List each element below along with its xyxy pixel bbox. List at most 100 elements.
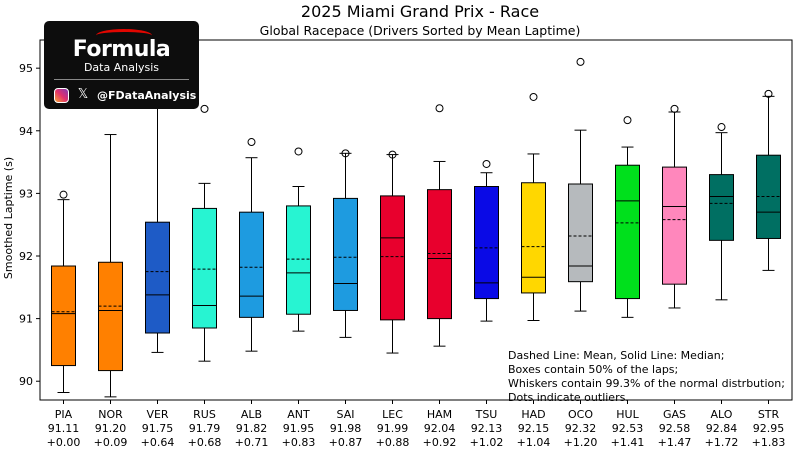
iqr-box — [380, 195, 405, 321]
logo-title: Formula — [72, 37, 171, 62]
y-tick-label: 94 — [19, 125, 33, 138]
logo-divider — [54, 79, 189, 80]
x-tick-label-gap-label: +1.47 — [658, 436, 692, 449]
x-tick-label-gap-label: +1.02 — [470, 436, 504, 449]
x-tick-label-mean-label: 91.75 — [142, 422, 174, 435]
y-axis-label: Smoothed Laptime (s) — [2, 157, 15, 279]
x-tick-label-code: HAM — [427, 408, 452, 421]
box-oco — [568, 57, 593, 312]
box-nor — [98, 134, 123, 398]
x-tick-label-mean-label: 91.79 — [189, 422, 221, 435]
box-gas — [662, 104, 687, 309]
iqr-box — [662, 166, 687, 285]
x-tick-label-mean-label: 92.13 — [471, 422, 503, 435]
outlier-dot — [341, 149, 350, 158]
y-tick-label: 92 — [19, 250, 33, 263]
iqr-box — [709, 174, 734, 241]
x-tick-label-code: LEC — [382, 408, 403, 421]
x-tick-label-mean-label: 91.11 — [48, 422, 80, 435]
box-pia — [51, 190, 76, 393]
x-tick-label-mean-label: 92.53 — [612, 422, 644, 435]
x-tick-label-mean-label: 91.82 — [236, 422, 268, 435]
x-tick-label-code: RUS — [193, 408, 216, 421]
box-ham — [427, 104, 452, 347]
x-tick-label-gap-label: +1.04 — [517, 436, 551, 449]
box-ant — [286, 147, 311, 332]
x-tick-label-mean-label: 91.98 — [330, 422, 362, 435]
iqr-box — [239, 211, 264, 318]
outlier-dot — [247, 138, 256, 147]
annotation-line: Dots indicate outliers. — [508, 391, 629, 404]
x-tick-label-code: PIA — [55, 408, 73, 421]
x-tick-label-code: ALO — [711, 408, 733, 421]
outlier-dot — [576, 57, 585, 66]
x-tick-label-gap-label: +0.64 — [141, 436, 175, 449]
outlier-dot — [388, 150, 397, 159]
x-tick-label-code: NOR — [98, 408, 123, 421]
x-tick-label-gap-label: +1.41 — [611, 436, 645, 449]
outlier-dot — [435, 104, 444, 113]
x-tick-label-code: VER — [146, 408, 168, 421]
iqr-box — [333, 197, 358, 311]
x-tick-label-code: HAD — [521, 408, 545, 421]
outlier-dot — [764, 89, 773, 98]
x-tick-label-gap-label: +1.83 — [752, 436, 786, 449]
iqr-box — [474, 186, 499, 300]
box-ver — [145, 105, 170, 353]
y-tick-label: 93 — [19, 187, 33, 200]
box-alb — [239, 138, 264, 352]
iqr-box — [286, 205, 311, 315]
iqr-box — [98, 261, 123, 372]
x-tick-label-code: STR — [758, 408, 780, 421]
box-sai — [333, 149, 358, 338]
x-tick-label-mean-label: 92.15 — [518, 422, 550, 435]
logo-swoosh — [96, 29, 152, 42]
iqr-box — [192, 207, 217, 329]
annotation-line: Dashed Line: Mean, Solid Line: Median; — [508, 349, 724, 362]
x-tick-label-gap-label: +1.72 — [705, 436, 739, 449]
iqr-box — [521, 182, 546, 294]
logo-subtitle: Data Analysis — [83, 61, 160, 74]
iqr-box — [427, 189, 452, 320]
iqr-box — [145, 221, 170, 334]
y-tick-label: 91 — [19, 313, 33, 326]
plot-area — [51, 57, 781, 398]
brand-logo: Formula Data Analysis 𝕏 @FDataAnalysis — [44, 21, 199, 109]
outlier-dot — [670, 104, 679, 113]
outlier-dot — [59, 190, 68, 199]
social-handle: @FDataAnalysis — [97, 88, 197, 102]
outlier-dot — [294, 147, 303, 156]
iqr-box — [615, 164, 640, 300]
x-tick-label-mean-label: 92.95 — [753, 422, 785, 435]
box-rus — [192, 104, 217, 362]
x-tick-label-mean-label: 91.95 — [283, 422, 315, 435]
x-tick-label-mean-label: 91.20 — [95, 422, 127, 435]
x-tick-label-gap-label: +0.71 — [235, 436, 269, 449]
y-tick-label: 90 — [19, 375, 33, 388]
annotation-line: Boxes contain 50% of the laps; — [508, 363, 678, 376]
annotation-line: Whiskers contain 99.3% of the normal dis… — [508, 377, 785, 390]
annotation-block: Dashed Line: Mean, Solid Line: Median; B… — [508, 349, 785, 404]
x-tick-label-gap-label: +0.87 — [329, 436, 363, 449]
x-tick-label-gap-label: +0.68 — [188, 436, 222, 449]
x-tick-label-code: ALB — [241, 408, 262, 421]
box-had — [521, 92, 546, 321]
box-alo — [709, 123, 734, 301]
x-tick-label-mean-label: 92.58 — [659, 422, 691, 435]
y-tick-label: 95 — [19, 62, 33, 75]
x-tick-label-mean-label: 91.99 — [377, 422, 409, 435]
outlier-dot — [529, 92, 538, 101]
x-tick-label-mean-label: 92.84 — [706, 422, 738, 435]
iqr-box — [568, 183, 593, 283]
x-tick-label-gap-label: +0.88 — [376, 436, 410, 449]
x-tick-label-gap-label: +0.83 — [282, 436, 316, 449]
box-tsu — [474, 159, 499, 322]
box-hul — [615, 116, 640, 318]
x-tick-label-code: TSU — [475, 408, 498, 421]
x-tick-label-mean-label: 92.32 — [565, 422, 597, 435]
chart-subtitle: Global Racepace (Drivers Sorted by Mean … — [260, 23, 581, 38]
x-tick-label-code: SAI — [337, 408, 355, 421]
x-tick-label-mean-label: 92.04 — [424, 422, 456, 435]
plot-frame — [39, 39, 793, 401]
